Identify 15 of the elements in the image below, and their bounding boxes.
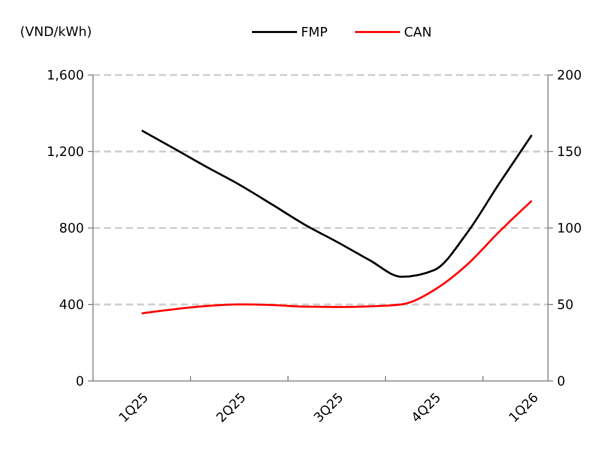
line-series xyxy=(140,200,533,314)
y-tick-label: 800 xyxy=(59,222,84,237)
y2-tick-label: 0 xyxy=(557,374,566,390)
y2-tick-label: 150 xyxy=(557,145,582,160)
y-tick-label: 1,600 xyxy=(46,68,84,84)
y2-tick-label: 50 xyxy=(557,298,574,314)
legend-label: FMP xyxy=(301,26,328,41)
y-tick-label: 0 xyxy=(76,374,84,390)
y-tick-label: 1,200 xyxy=(46,145,84,160)
y-axis-title: (VND/kWh) xyxy=(20,25,92,40)
y-tick-label: 400 xyxy=(59,298,84,314)
legend-label: CAN xyxy=(404,26,432,41)
line-series xyxy=(140,129,533,278)
y2-tick-label: 200 xyxy=(557,68,582,84)
y2-tick-label: 100 xyxy=(557,222,582,237)
